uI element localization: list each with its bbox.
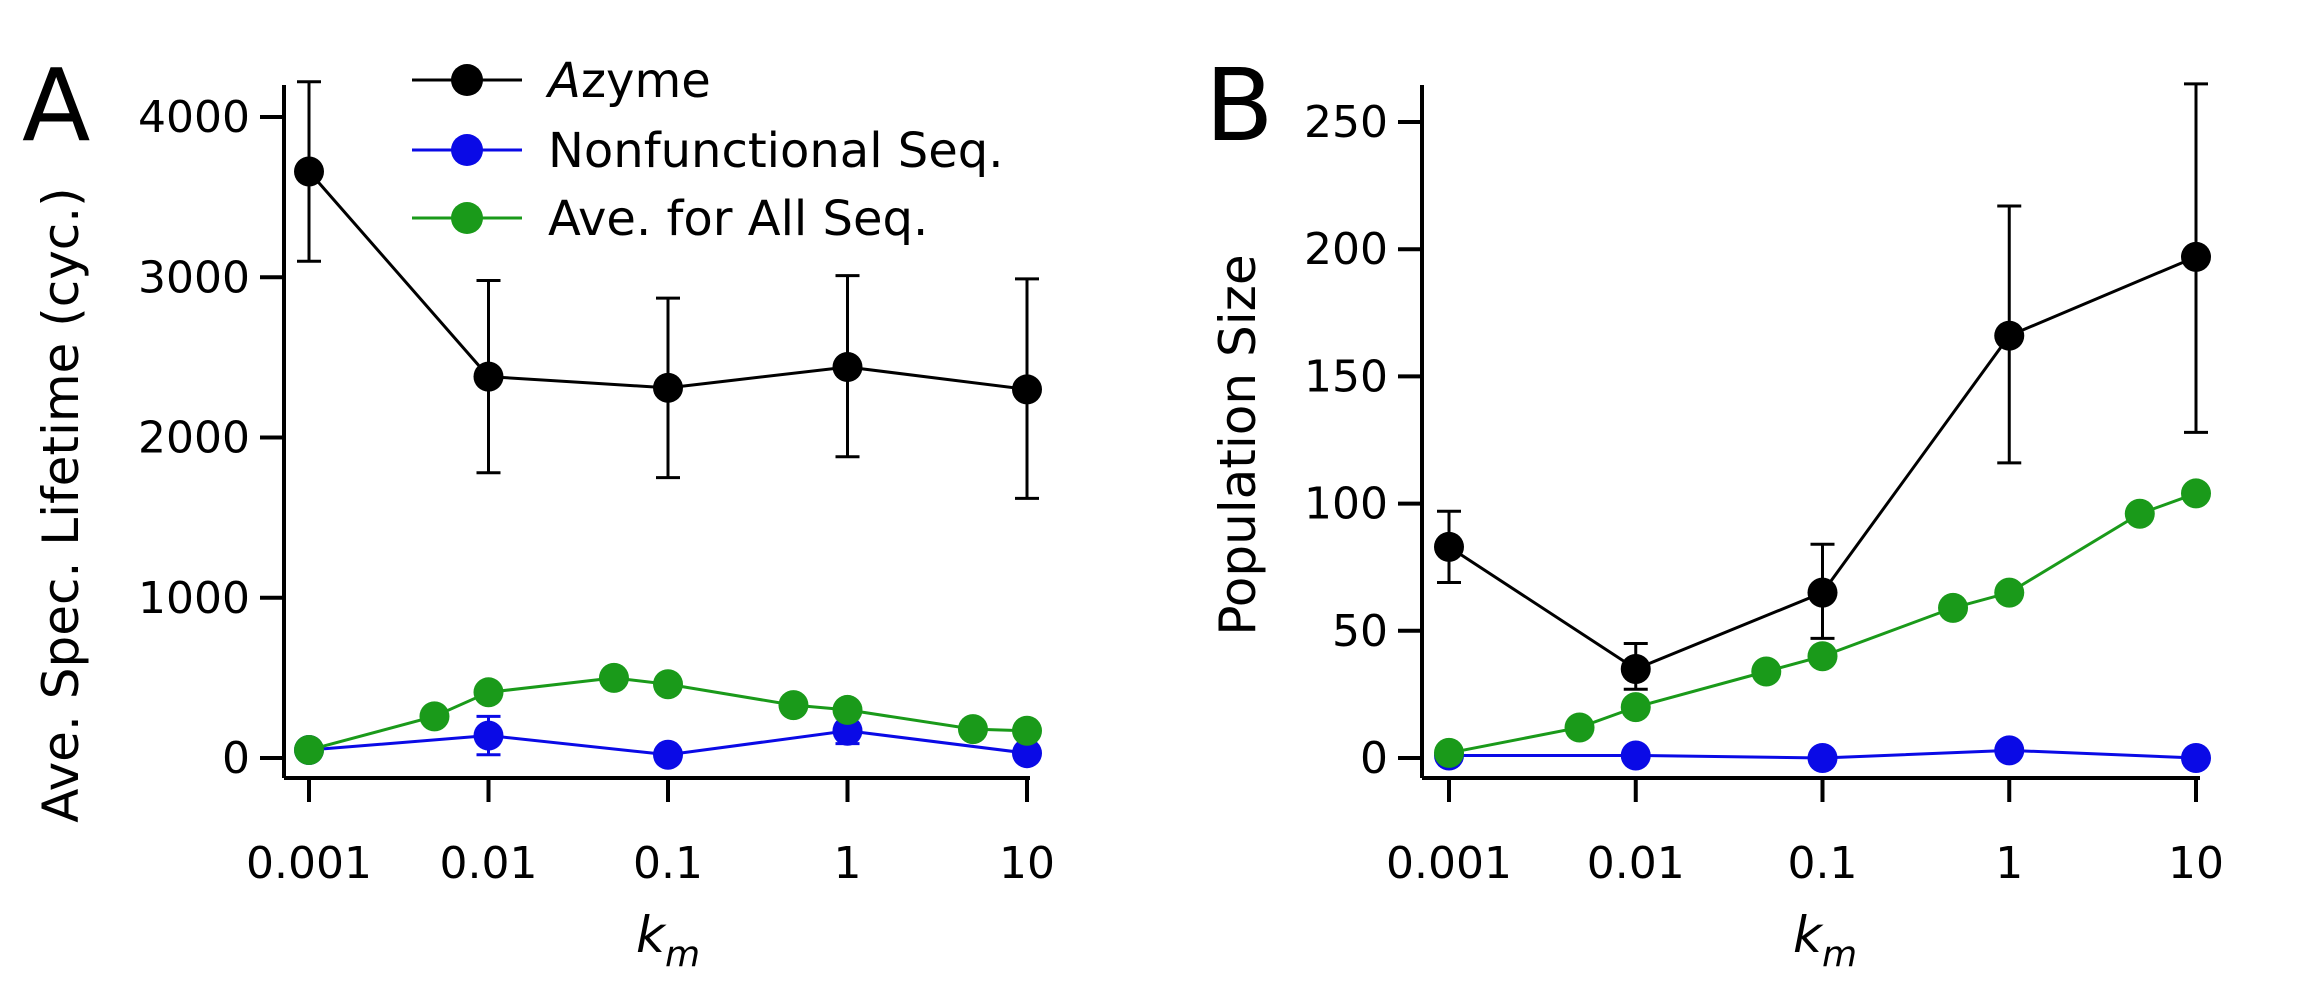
data-point-ave-for-all-seq [957, 714, 988, 745]
data-point-nonfunctional-seq [1012, 738, 1042, 769]
panel-b-x-tick-label: 0.001 [1386, 838, 1512, 889]
panel-b-y-tick-label: 100 [1304, 479, 1388, 530]
panel-a-x-axis-title: km [636, 906, 700, 975]
data-point-nonfunctional-seq [1620, 740, 1651, 771]
series-ave-for-all-seq [294, 662, 1042, 765]
series-azyme [1434, 82, 2211, 691]
legend-entry-azyme: Azyme [412, 53, 711, 109]
panel-b-x-tick-label: 1 [1995, 838, 2023, 889]
legend: Azyme Nonfunctional Seq. Ave. for All Se… [412, 53, 1004, 247]
series-nonfunctional-seq [1434, 735, 2211, 773]
panel-b-x-axis-title-main: k [1793, 906, 1824, 964]
data-point-ave-for-all-seq [2181, 478, 2211, 509]
panel-b-x-tick-label: 0.1 [1788, 838, 1858, 889]
panel-a-x-tick-label: 1 [834, 838, 862, 889]
data-point-azyme [473, 361, 504, 392]
panel-a-y-tick-label: 1000 [138, 573, 250, 624]
data-point-nonfunctional-seq [832, 715, 863, 746]
panel-a-y-ticks: 0 1000 2000 3000 4000 [138, 92, 284, 784]
data-point-nonfunctional-seq [2181, 743, 2211, 773]
legend-label-azyme-rest: zyme [581, 53, 711, 109]
legend-marker-average [451, 202, 483, 234]
legend-entry-average: Ave. for All Seq. [412, 191, 928, 247]
data-point-azyme [1434, 531, 1464, 562]
panel-b-y-ticks: 0 50 100 150 200 250 [1304, 97, 1422, 784]
data-point-ave-for-all-seq [294, 734, 324, 765]
legend-marker-nonfunctional [451, 134, 483, 166]
data-point-ave-for-all-seq [419, 701, 450, 732]
panel-a-series [294, 80, 1042, 770]
panel-b-x-tick-label: 0.01 [1587, 838, 1685, 889]
legend-marker-azyme [451, 64, 483, 96]
panel-b-y-tick-label: 150 [1304, 351, 1388, 402]
data-point-ave-for-all-seq [832, 694, 863, 725]
data-point-ave-for-all-seq [1938, 592, 1969, 623]
data-point-ave-for-all-seq [1751, 656, 1782, 687]
panel-a-y-axis-title: Ave. Spec. Lifetime (cyc.) [32, 187, 90, 822]
panel-b-x-tick-label: 10 [2168, 838, 2224, 889]
series-azyme [294, 80, 1042, 500]
data-point-azyme [1994, 320, 2025, 351]
data-point-azyme [1807, 577, 1838, 608]
panel-a-x-ticks: 0.001 0.01 0.1 1 10 [246, 778, 1055, 889]
data-point-ave-for-all-seq [1807, 641, 1838, 672]
panel-b: B 0 50 100 150 200 250 0.001 0.01 0.1 1 10 Popula… [1205, 47, 2224, 975]
panel-a-x-tick-label: 0.1 [633, 838, 703, 889]
data-point-nonfunctional-seq [653, 739, 683, 770]
data-point-nonfunctional-seq [1994, 735, 2025, 766]
data-point-azyme [294, 156, 324, 187]
data-point-azyme [1012, 374, 1042, 405]
panel-a-x-axis-title-main: k [636, 906, 667, 964]
data-point-ave-for-all-seq [1564, 712, 1595, 743]
panel-b-series [1434, 82, 2211, 773]
data-point-ave-for-all-seq [778, 690, 809, 721]
data-point-azyme [2181, 241, 2211, 272]
data-point-ave-for-all-seq [2124, 498, 2155, 529]
data-point-azyme [832, 351, 863, 382]
panel-a-letter: A [22, 47, 90, 164]
data-point-ave-for-all-seq [1994, 577, 2025, 608]
data-point-ave-for-all-seq [473, 677, 504, 708]
panel-b-x-axis-title: km [1793, 906, 1857, 975]
legend-label-nonfunctional: Nonfunctional Seq. [548, 123, 1004, 179]
data-point-ave-for-all-seq [653, 669, 683, 700]
panel-b-x-axis-title-subscript: m [1822, 934, 1857, 975]
data-point-nonfunctional-seq [473, 720, 504, 751]
data-point-nonfunctional-seq [1807, 743, 1838, 773]
series-ave-for-all-seq [1434, 478, 2211, 768]
panel-b-y-tick-label: 250 [1304, 97, 1388, 148]
legend-entry-nonfunctional: Nonfunctional Seq. [412, 123, 1004, 179]
panel-b-y-tick-label: 50 [1332, 606, 1388, 657]
data-point-ave-for-all-seq [1620, 692, 1651, 723]
panel-a-x-tick-label: 10 [999, 838, 1055, 889]
legend-label-azyme: Azyme [545, 53, 711, 109]
data-point-azyme [653, 372, 683, 403]
panel-b-letter: B [1205, 47, 1274, 164]
data-point-ave-for-all-seq [1434, 737, 1464, 768]
legend-label-azyme-prefix: A [545, 53, 581, 109]
panel-b-y-tick-label: 200 [1304, 224, 1388, 275]
data-point-azyme [1620, 653, 1651, 684]
panel-a-x-tick-label: 0.001 [246, 838, 372, 889]
panel-b-x-ticks: 0.001 0.01 0.1 1 10 [1386, 778, 2224, 889]
panel-a-y-tick-label: 2000 [138, 413, 250, 464]
panel-a-x-axis-title-subscript: m [665, 934, 700, 975]
panel-a: A 0 1000 2000 3000 4000 0.001 0.01 0.1 1 10 Ave.… [22, 47, 1055, 975]
data-point-ave-for-all-seq [598, 662, 629, 693]
panel-b-y-tick-label: 0 [1360, 733, 1388, 784]
legend-label-average: Ave. for All Seq. [548, 191, 928, 247]
panel-b-y-axis-title: Population Size [1209, 254, 1267, 635]
data-point-ave-for-all-seq [1012, 715, 1042, 746]
panel-a-y-tick-label: 3000 [138, 252, 250, 303]
panel-a-x-tick-label: 0.01 [440, 838, 538, 889]
panel-a-y-tick-label: 4000 [138, 92, 250, 143]
panel-a-y-tick-label: 0 [222, 733, 250, 784]
